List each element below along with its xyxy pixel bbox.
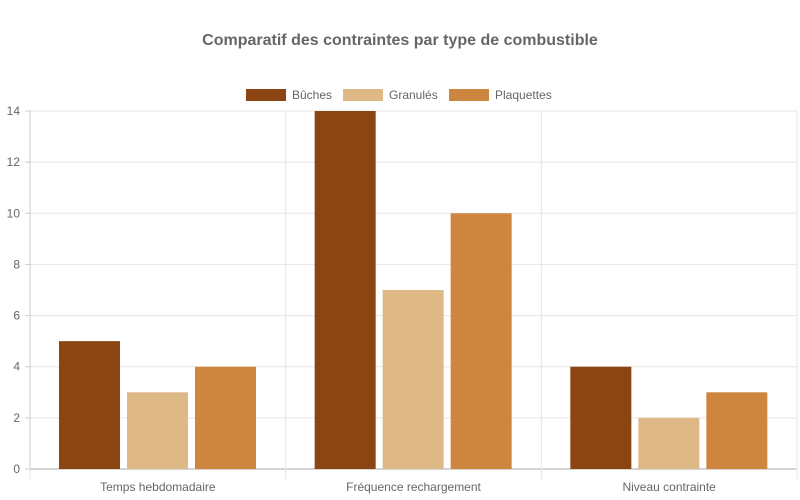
legend-swatch	[449, 89, 489, 101]
bar-plaquettes	[450, 213, 512, 469]
bar-granulés	[127, 392, 188, 469]
y-tick-label: 0	[13, 462, 20, 476]
bars	[59, 111, 768, 469]
axes: 0 2 4 6 8 10 12 14 Temps hebdomadaire Fréquence r…	[7, 104, 717, 494]
y-tick-label: 10	[7, 206, 21, 220]
y-tick-label: 6	[13, 309, 20, 323]
y-tick-label: 14	[7, 104, 21, 118]
bar-bûches	[570, 366, 632, 469]
chart-title: Comparatif des contraintes par type de c…	[202, 32, 598, 49]
x-tick-label: Niveau contrainte	[622, 480, 716, 494]
bar-bûches	[314, 111, 376, 469]
y-tick-label: 4	[13, 360, 20, 374]
legend-label: Granulés	[389, 88, 438, 102]
bar-plaquettes	[706, 392, 768, 469]
legend: Bûches Granulés Plaquettes	[246, 88, 552, 102]
y-tick-label: 2	[13, 411, 20, 425]
legend-label: Plaquettes	[495, 88, 552, 102]
x-tick-label: Fréquence rechargement	[346, 480, 481, 494]
bar-plaquettes	[195, 366, 256, 469]
x-tick-label: Temps hebdomadaire	[100, 480, 216, 494]
y-tick-label: 8	[13, 257, 20, 271]
legend-swatch	[343, 89, 383, 101]
legend-label: Bûches	[292, 88, 332, 102]
bar-granulés	[382, 290, 444, 469]
bar-bûches	[59, 341, 120, 469]
y-tick-label: 12	[7, 155, 21, 169]
legend-swatch	[246, 89, 286, 101]
bar-granulés	[638, 417, 700, 469]
